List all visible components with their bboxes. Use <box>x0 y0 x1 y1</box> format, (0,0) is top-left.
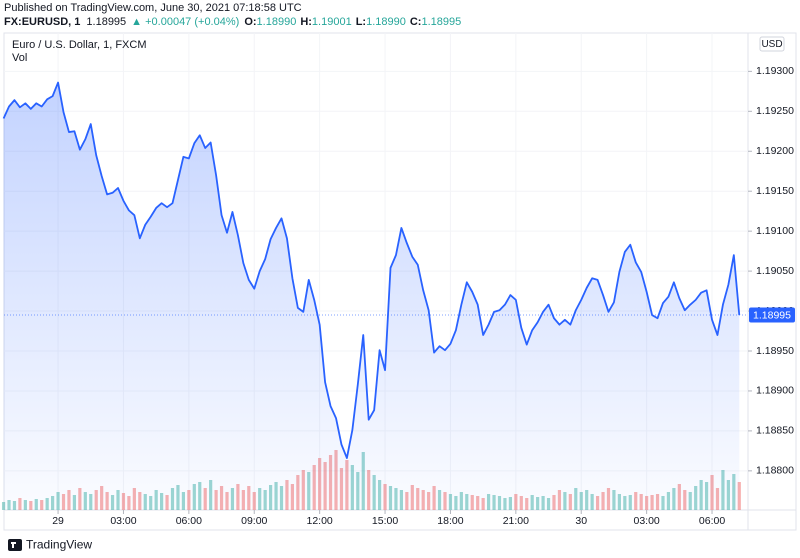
price-area <box>3 82 740 510</box>
y-tick-label: 1.18900 <box>756 385 794 397</box>
ohlc-label: L: <box>356 16 366 28</box>
tradingview-logo <box>8 539 22 551</box>
symbol: FX:EURUSD, 1 <box>4 16 80 28</box>
y-tick-label: 1.18850 <box>756 425 794 437</box>
change: ▲ +0.00047 (+0.04%) <box>131 16 239 28</box>
y-tick-label: 1.19050 <box>756 265 794 277</box>
ohlc-value: 1.19001 <box>312 16 352 28</box>
ohlc-value: 1.18990 <box>366 16 406 28</box>
y-tick-label: 1.18950 <box>756 345 794 357</box>
ohlc-label: H: <box>300 16 312 28</box>
currency-box <box>759 36 785 52</box>
symbol-line: FX:EURUSD, 1 1.18995 ▲ +0.00047 (+0.04%) O:… <box>4 16 461 28</box>
plot-area <box>1 33 748 510</box>
series-name: Euro / U.S. Dollar, 1, FXCM <box>12 39 146 51</box>
price: 1.18995 <box>86 16 126 28</box>
ohlc-label: O: <box>244 16 256 28</box>
ohlc-label: C: <box>410 16 422 28</box>
y-tick-label: 1.19300 <box>756 65 794 77</box>
published: Published on TradingView.com, June 30, 2… <box>4 2 302 14</box>
x-tick-label: 21:00 <box>503 515 529 527</box>
y-tick-label: 1.19150 <box>756 185 794 197</box>
x-tick-label: 30 <box>575 515 587 527</box>
x-tick-label: 06:00 <box>176 515 202 527</box>
x-tick-label: 09:00 <box>241 515 267 527</box>
x-tick-label: 15:00 <box>372 515 398 527</box>
x-tick-label: 03:00 <box>110 515 136 527</box>
y-tick-label: 1.18800 <box>756 465 794 477</box>
x-tick-label: 06:00 <box>699 515 725 527</box>
y-tick-label: 1.19200 <box>756 145 794 157</box>
price-line <box>2 81 741 459</box>
y-tick-label: 1.19100 <box>756 225 794 237</box>
last-price-label: 1.18995 <box>753 309 791 321</box>
brand: TradingView <box>26 538 92 552</box>
last-price-box <box>749 307 795 323</box>
x-tick-label: 03:00 <box>633 515 659 527</box>
x-tick-label: 18:00 <box>437 515 463 527</box>
x-tick-label: 12:00 <box>307 515 333 527</box>
ohlc-value: 1.18990 <box>257 16 297 28</box>
volume-name: Vol <box>12 52 27 64</box>
x-tick-label: 29 <box>52 515 64 527</box>
y-tick-label: 1.19250 <box>756 105 794 117</box>
currency: USD <box>761 39 782 50</box>
ohlc-value: 1.18995 <box>421 16 461 28</box>
